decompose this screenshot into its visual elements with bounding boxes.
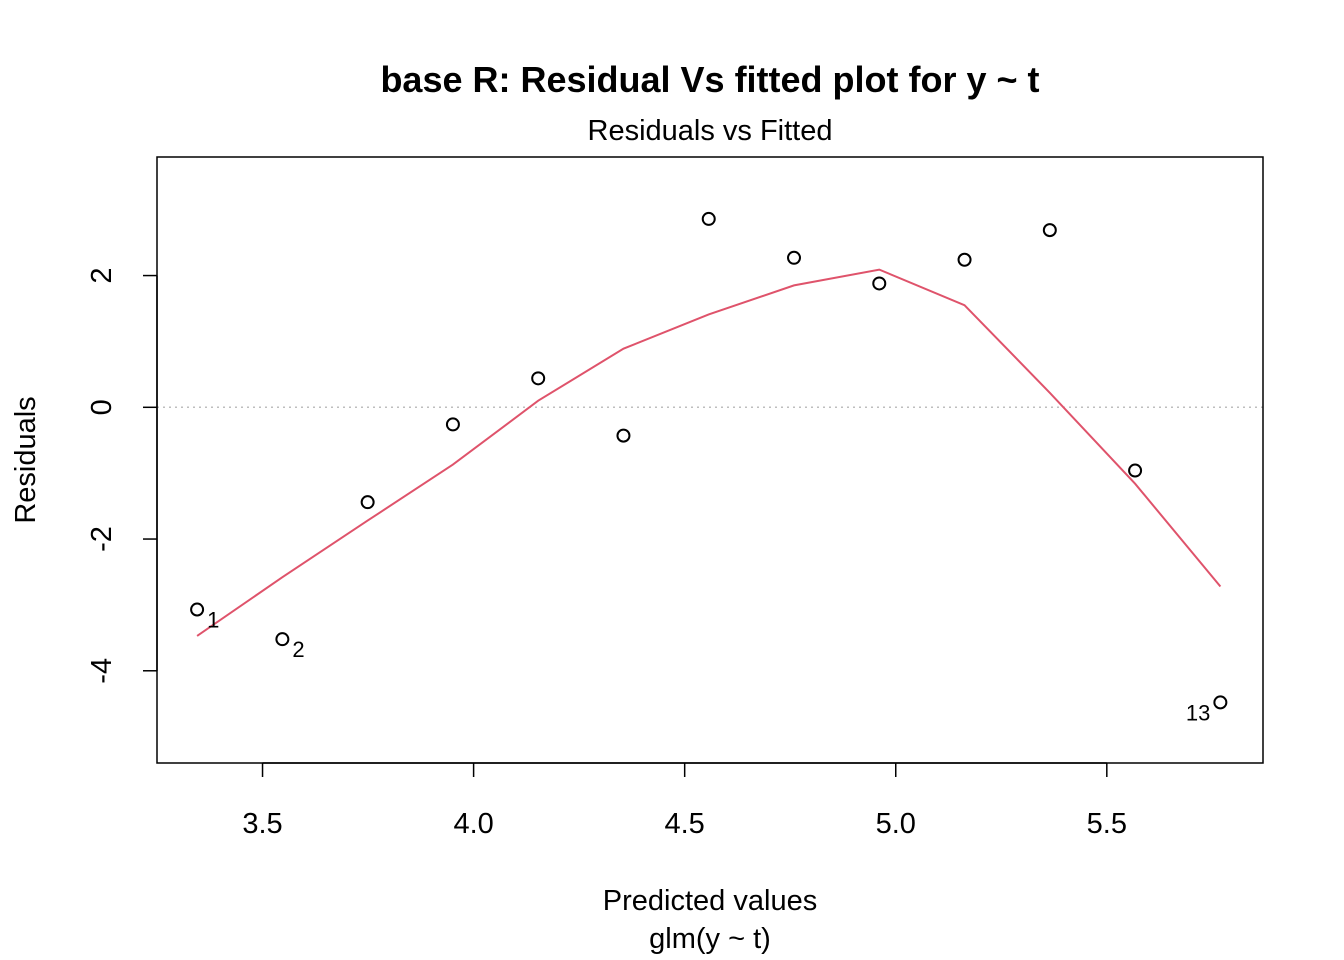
x-axis-sublabel: glm(y ~ t) <box>649 923 771 955</box>
data-point <box>957 252 972 267</box>
x-tick-label: 5.5 <box>1087 808 1127 840</box>
y-tick-label: 2 <box>86 268 118 284</box>
data-point <box>445 417 460 432</box>
x-tick-label: 4.0 <box>453 808 493 840</box>
data-point <box>1128 463 1143 478</box>
data-point <box>1213 695 1228 710</box>
data-point <box>531 371 546 386</box>
chart-title: base R: Residual Vs fitted plot for y ~ … <box>380 59 1039 100</box>
data-point <box>190 602 205 617</box>
smoother-line <box>196 268 1222 637</box>
y-tick-label: -4 <box>86 658 118 684</box>
x-tick-label: 3.5 <box>242 808 282 840</box>
data-point <box>616 428 631 443</box>
data-point <box>872 276 887 291</box>
y-tick-label: -2 <box>86 526 118 552</box>
x-tick-label: 4.5 <box>665 808 705 840</box>
y-axis-label: Residuals <box>10 396 42 523</box>
point-labels-layer: 1 2 13 <box>207 608 1210 726</box>
x-axis-label: Predicted values <box>603 885 817 917</box>
smoother-layer <box>196 268 1222 637</box>
point-label: 1 <box>207 608 219 633</box>
y-tick-label: 0 <box>86 399 118 415</box>
point-label: 2 <box>292 637 304 662</box>
plot-frame <box>156 156 1264 764</box>
points-layer <box>190 211 1228 710</box>
y-axis: -4 -2 0 2 <box>86 268 158 684</box>
x-axis: 3.5 4.0 4.5 5.0 5.5 <box>242 762 1127 840</box>
data-point <box>360 495 375 510</box>
data-point <box>1042 223 1057 238</box>
point-label: 13 <box>1186 700 1210 725</box>
data-point <box>701 211 716 226</box>
chart-subtitle: Residuals vs Fitted <box>588 115 833 147</box>
data-point <box>275 632 290 647</box>
data-point <box>787 250 802 265</box>
x-tick-label: 5.0 <box>876 808 916 840</box>
